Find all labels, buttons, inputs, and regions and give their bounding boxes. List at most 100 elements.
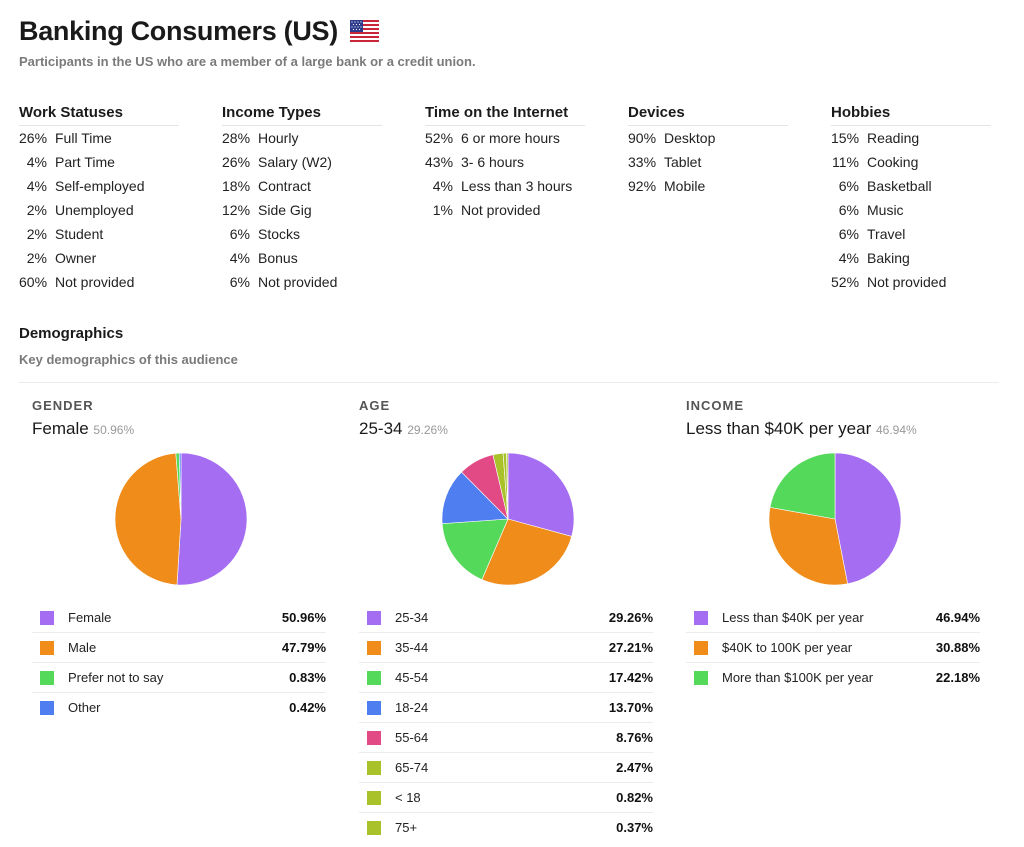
stat-label: Not provided [258, 274, 338, 290]
stat-label: Part Time [55, 154, 115, 170]
legend-row[interactable]: Female 50.96% [32, 603, 326, 633]
stat-percent: 2% [26, 250, 47, 266]
legend-value: 17.42% [608, 670, 653, 685]
demographics-title: Demographics [19, 325, 124, 342]
stat-label: Mobile [664, 178, 706, 194]
legend-row[interactable]: 45-54 17.42% [359, 663, 653, 693]
stat-label: Hourly [258, 130, 299, 146]
legend-row[interactable]: 35-44 27.21% [359, 633, 653, 663]
stat-percent: 4% [26, 178, 47, 194]
us-flag-icon [349, 20, 379, 42]
legend-label: More than $100K per year [722, 670, 874, 685]
stat-percent: 4% [229, 250, 250, 266]
chart-title: AGE [359, 398, 391, 413]
legend-value: 30.88% [935, 640, 980, 655]
legend-label: 55-64 [395, 730, 429, 745]
pie-slice[interactable] [768, 507, 848, 586]
legend-value: 46.94% [935, 610, 980, 625]
legend-row[interactable]: 25-34 29.26% [359, 603, 653, 633]
legend-label: 65-74 [395, 760, 429, 775]
pie-chart [359, 445, 659, 595]
stat-label: Unemployed [55, 202, 134, 218]
legend-value: 0.83% [289, 670, 326, 685]
stat-percent: 28% [222, 130, 251, 146]
pie-slice[interactable] [176, 452, 248, 586]
stat-label: Not provided [461, 202, 541, 218]
pie-slice[interactable] [441, 471, 509, 524]
stat-percent: 2% [26, 202, 47, 218]
legend-value: 0.82% [616, 790, 653, 805]
stat-label: Contract [258, 178, 311, 194]
page-header: Banking Consumers (US) Participants in t… [19, 12, 999, 69]
legend-row[interactable]: Male 47.79% [32, 633, 326, 663]
stat-label: Less than 3 hours [461, 178, 573, 194]
stat-row: 15% Reading [831, 126, 991, 150]
legend-value: 2.47% [616, 760, 653, 775]
stat-percent: 52% [425, 130, 454, 146]
legend-label: 75+ [395, 820, 418, 835]
stat-label: Salary (W2) [258, 154, 332, 170]
stat-percent: 4% [26, 154, 47, 170]
legend-label: Male [68, 640, 97, 655]
legend-value: 47.79% [281, 640, 326, 655]
stat-row: 6% Music [831, 198, 991, 222]
stat-label: Music [867, 202, 904, 218]
top-segment-label: 25-34 [359, 419, 408, 438]
pie-slice[interactable] [114, 452, 182, 586]
audience-stats: Work Statuses 26% Full Time 4% Part Time 4% Se… [19, 104, 999, 304]
stat-row: 52% 6 or more hours [425, 126, 585, 150]
legend-row[interactable]: Other 0.42% [32, 693, 326, 722]
pie-chart [686, 445, 986, 595]
legend-swatch [40, 700, 54, 715]
pie-slice[interactable] [506, 452, 509, 520]
pie-slice[interactable] [769, 452, 836, 520]
stat-column: Time on the Internet 52% 6 or more hours 43… [425, 104, 585, 222]
pie-svg [441, 452, 575, 586]
legend-label: < 18 [395, 790, 421, 805]
legend-row[interactable]: 55-64 8.76% [359, 723, 653, 753]
stat-column-title: Hobbies [831, 104, 991, 126]
legend-label: 45-54 [395, 670, 429, 685]
legend-row[interactable]: 18-24 13.70% [359, 693, 653, 723]
pie-chart-panel: GENDER Female 50.96% Female 50.96% Male 47.79… [32, 398, 332, 722]
legend-value: 13.70% [608, 700, 653, 715]
divider [19, 382, 999, 383]
pie-slice[interactable] [507, 452, 575, 537]
stat-label: Basketball [867, 178, 932, 194]
demographics-header: Demographics Key demographics of this au… [19, 325, 999, 367]
legend-row[interactable]: 65-74 2.47% [359, 753, 653, 783]
top-segment-label: Female [32, 419, 94, 438]
legend-swatch [694, 610, 708, 625]
stat-percent: 26% [19, 130, 48, 146]
pie-slice[interactable] [178, 452, 182, 520]
legend-row[interactable]: Prefer not to say 0.83% [32, 663, 326, 693]
pie-slice[interactable] [834, 452, 902, 585]
stat-percent: 90% [628, 130, 657, 146]
stat-row: 26% Salary (W2) [222, 150, 382, 174]
stat-row: 90% Desktop [628, 126, 788, 150]
stat-row: 26% Full Time [19, 126, 179, 150]
stat-row: 2% Student [19, 222, 179, 246]
stat-row: 2% Owner [19, 246, 179, 270]
stat-column: Work Statuses 26% Full Time 4% Part Time 4% Se… [19, 104, 179, 294]
legend-row[interactable]: Less than $40K per year 46.94% [686, 603, 980, 633]
stat-row: 4% Baking [831, 246, 991, 270]
legend-label: Other [68, 700, 101, 715]
legend-value: 29.26% [608, 610, 653, 625]
top-segment-label: Less than $40K per year [686, 419, 876, 438]
stat-percent: 33% [628, 154, 657, 170]
pie-slice[interactable] [481, 518, 573, 586]
top-segment: 25-34 29.26% [359, 419, 659, 439]
stat-column: Devices 90% Desktop 33% Tablet 92% Mobile [628, 104, 788, 198]
legend-row[interactable]: $40K to 100K per year 30.88% [686, 633, 980, 663]
top-segment: Less than $40K per year 46.94% [686, 419, 986, 439]
legend-row[interactable]: 75+ 0.37% [359, 813, 653, 842]
legend-swatch [40, 670, 54, 685]
stat-label: Owner [55, 250, 97, 266]
legend-value: 8.76% [616, 730, 653, 745]
legend-swatch [367, 730, 381, 745]
pie-slice[interactable] [441, 518, 509, 581]
legend-row[interactable]: More than $100K per year 22.18% [686, 663, 980, 692]
stat-percent: 6% [229, 274, 250, 290]
legend-row[interactable]: < 18 0.82% [359, 783, 653, 813]
